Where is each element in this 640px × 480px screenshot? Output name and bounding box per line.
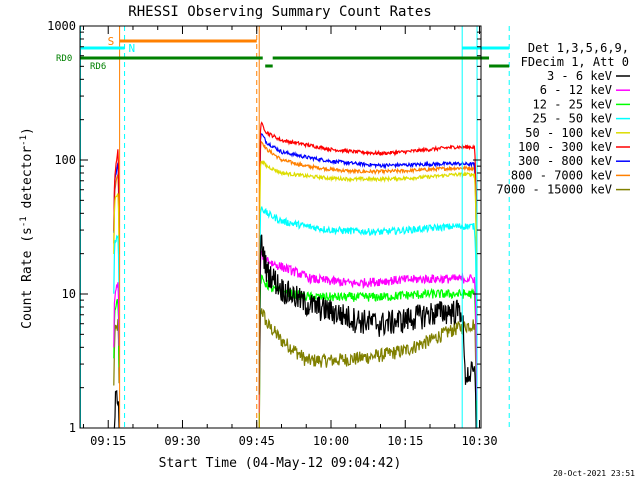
footer-timestamp: 20-Oct-2021 23:51 <box>553 469 635 478</box>
axes-layer: 1 10 100 1000 09:15 09:30 09:45 10:00 10:15 10:30 <box>47 19 497 448</box>
x-tick-label: 10:15 <box>387 434 423 448</box>
s-label: S <box>108 35 115 48</box>
series-line <box>113 389 120 429</box>
y-axis-label-mid: detector <box>20 146 35 217</box>
y-axis-label-sup2: -1 <box>19 135 29 146</box>
x-tick-label: 10:00 <box>313 434 349 448</box>
y-axis-label: Count Rate (s-1 detector-1) <box>19 127 35 329</box>
series-line <box>258 250 478 413</box>
series-line <box>113 282 120 348</box>
x-tick-label: 10:30 <box>461 434 497 448</box>
legend-entry-label: 800 - 7000 keV <box>511 168 612 182</box>
legend-entry-label: 300 - 800 keV <box>518 154 612 168</box>
series-layer <box>113 121 478 429</box>
series-line <box>258 160 478 319</box>
rd0-label: RD0 <box>56 54 72 64</box>
series-50-100-kev <box>113 160 478 319</box>
series-line <box>258 308 478 429</box>
series-line <box>113 149 120 231</box>
y-tick-label: 10 <box>62 287 76 301</box>
legend-entry-label: 50 - 100 keV <box>525 126 612 140</box>
x-tick-label: 09:45 <box>239 434 275 448</box>
y-tick-label: 1 <box>69 421 76 435</box>
y-axis-label-main: Count Rate (s <box>20 227 35 329</box>
series-line <box>258 206 478 366</box>
series-25-50-kev <box>113 206 478 366</box>
legend-entry-label: 12 - 25 keV <box>533 97 612 111</box>
y-tick-label: 100 <box>54 153 76 167</box>
legend: Det 1,3,5,6,9, FDecim 1, Att 0 3 - 6 keV… <box>496 41 630 197</box>
legend-entry-label: 25 - 50 keV <box>533 112 612 126</box>
series-line <box>258 274 478 429</box>
series-line <box>258 121 478 281</box>
series-3-6-kev <box>113 234 477 429</box>
x-axis-label: Start Time (04-May-12 09:04:42) <box>159 456 402 471</box>
y-axis-label-sup1: -1 <box>19 216 29 227</box>
series-line <box>258 133 478 292</box>
rd6-label: RD6 <box>90 62 106 72</box>
y-tick-label: 1000 <box>47 19 76 33</box>
series-line <box>113 234 120 301</box>
legend-header-line-1: Det 1,3,5,6,9, <box>528 41 629 55</box>
legend-entry-label: 3 - 6 keV <box>547 69 612 83</box>
legend-entry-label: 7000 - 15000 keV <box>496 183 612 197</box>
legend-entry-label: 6 - 12 keV <box>540 83 612 97</box>
series-6-12-kev <box>113 250 478 413</box>
x-tick-label: 09:15 <box>90 434 126 448</box>
series-line <box>258 234 477 429</box>
series-line <box>258 140 478 298</box>
n-label: N <box>129 42 136 55</box>
legend-header-line-2: FDecim 1, Att 0 <box>521 55 629 69</box>
plot-frame <box>79 25 482 429</box>
x-tick-label: 09:30 <box>164 434 200 448</box>
series-line <box>113 193 120 255</box>
series-100-300-kev <box>113 121 478 281</box>
legend-entry-label: 100 - 300 keV <box>518 140 612 154</box>
chart-title: RHESSI Observing Summary Count Rates <box>128 4 431 20</box>
y-axis-label-end: ) <box>20 127 35 135</box>
